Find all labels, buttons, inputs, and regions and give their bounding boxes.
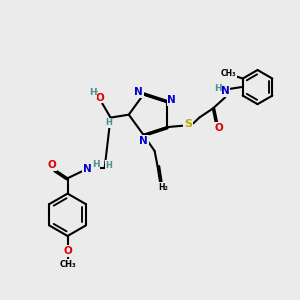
Text: CH₃: CH₃ <box>221 69 236 78</box>
Text: H: H <box>89 88 97 98</box>
Text: N: N <box>139 136 148 146</box>
Text: N: N <box>83 164 92 174</box>
Text: H₂: H₂ <box>158 183 168 192</box>
Text: H: H <box>105 160 112 169</box>
Text: H: H <box>92 160 100 169</box>
Text: S: S <box>184 119 192 130</box>
Text: N: N <box>167 95 176 105</box>
Text: O: O <box>48 160 57 170</box>
Text: H: H <box>105 118 112 127</box>
Text: N: N <box>134 87 143 97</box>
Text: CH₃: CH₃ <box>59 260 76 269</box>
Text: H: H <box>214 84 222 93</box>
Text: O: O <box>214 123 223 133</box>
Text: O: O <box>63 246 72 256</box>
Text: N: N <box>221 86 230 97</box>
Text: O: O <box>96 93 104 103</box>
